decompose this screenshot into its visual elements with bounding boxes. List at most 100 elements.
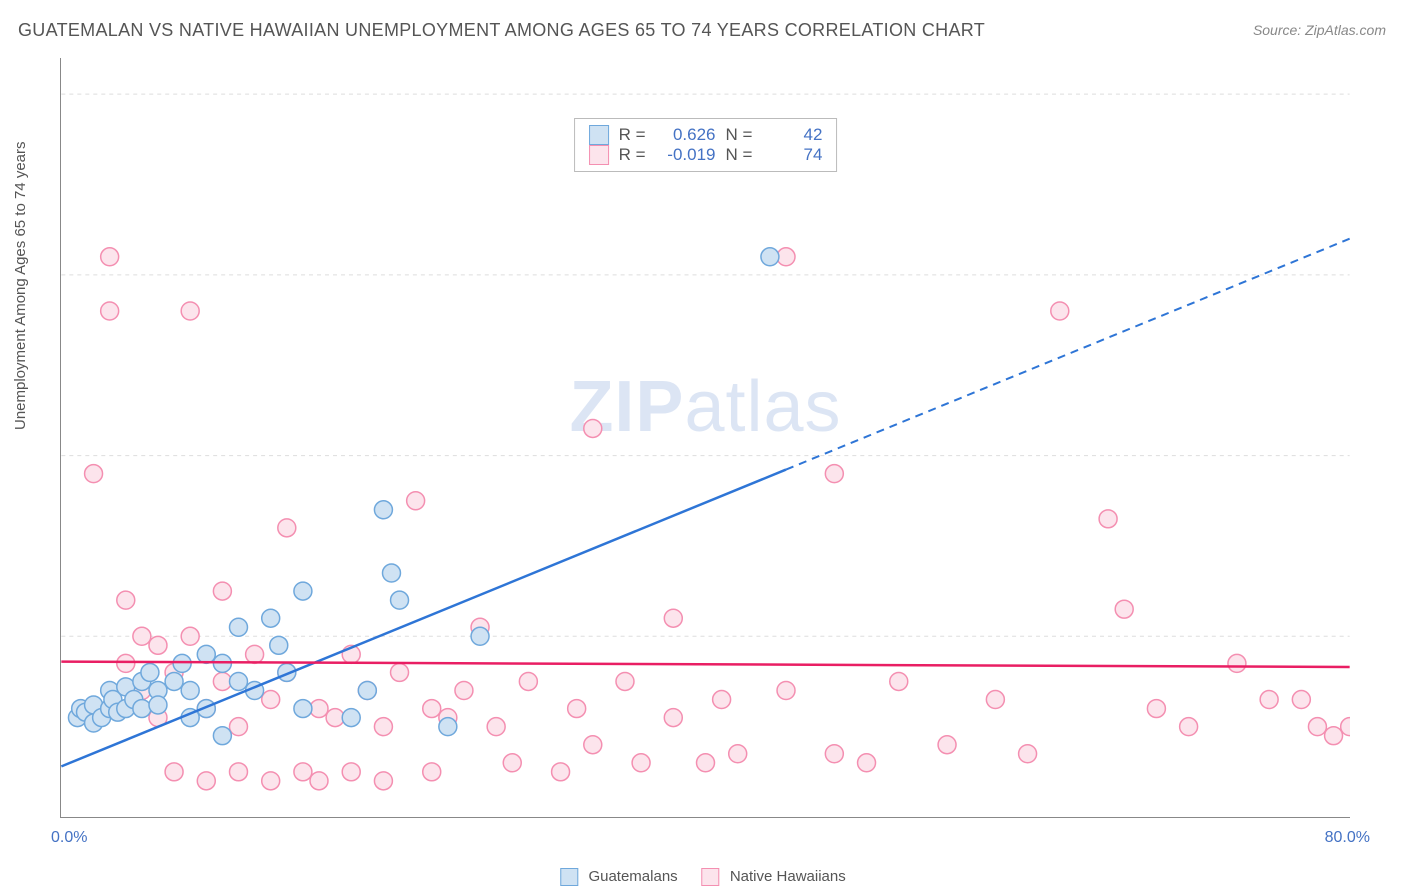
swatch-hawaiians — [702, 868, 720, 886]
data-point — [471, 627, 489, 645]
data-point — [181, 302, 199, 320]
data-point — [632, 754, 650, 772]
data-point — [1115, 600, 1133, 618]
data-point — [294, 582, 312, 600]
data-point — [503, 754, 521, 772]
n-value: 42 — [762, 125, 822, 145]
y-axis-label: Unemployment Among Ages 65 to 74 years — [12, 141, 29, 430]
data-point — [342, 709, 360, 727]
data-point — [173, 654, 191, 672]
data-point — [858, 754, 876, 772]
data-point — [181, 627, 199, 645]
data-point — [519, 672, 537, 690]
data-point — [230, 718, 248, 736]
chart-title: GUATEMALAN VS NATIVE HAWAIIAN UNEMPLOYME… — [18, 20, 985, 41]
data-point — [487, 718, 505, 736]
data-point — [825, 745, 843, 763]
r-label: R = — [619, 145, 646, 165]
data-point — [552, 763, 570, 781]
data-point — [584, 419, 602, 437]
data-point — [230, 763, 248, 781]
data-point — [407, 492, 425, 510]
data-point — [986, 691, 1004, 709]
data-point — [213, 582, 231, 600]
data-point — [85, 465, 103, 483]
data-point — [729, 745, 747, 763]
data-point — [1180, 718, 1198, 736]
trend-line-extrapolated — [786, 239, 1350, 470]
data-point — [664, 709, 682, 727]
chart-container: GUATEMALAN VS NATIVE HAWAIIAN UNEMPLOYME… — [0, 0, 1406, 892]
trend-line — [61, 662, 1349, 667]
data-point — [1099, 510, 1117, 528]
data-point — [262, 772, 280, 790]
data-point — [278, 519, 296, 537]
data-point — [697, 754, 715, 772]
data-point — [455, 682, 473, 700]
data-point — [1292, 691, 1310, 709]
r-value: -0.019 — [656, 145, 716, 165]
data-point — [117, 591, 135, 609]
data-point — [423, 763, 441, 781]
data-point — [1051, 302, 1069, 320]
data-point — [141, 663, 159, 681]
data-point — [1147, 700, 1165, 718]
bottom-legend: Guatemalans Native Hawaiians — [560, 868, 845, 886]
data-point — [133, 627, 151, 645]
r-label: R = — [619, 125, 646, 145]
swatch-guatemalans — [560, 868, 578, 886]
n-value: 74 — [762, 145, 822, 165]
n-label: N = — [726, 125, 753, 145]
data-point — [310, 772, 328, 790]
data-point — [101, 248, 119, 266]
data-point — [777, 248, 795, 266]
source-label: Source: ZipAtlas.com — [1253, 22, 1386, 38]
data-point — [664, 609, 682, 627]
data-point — [270, 636, 288, 654]
r-value: 0.626 — [656, 125, 716, 145]
data-point — [616, 672, 634, 690]
data-point — [181, 682, 199, 700]
data-point — [1308, 718, 1326, 736]
data-point — [294, 700, 312, 718]
data-point — [165, 672, 183, 690]
corr-row: R = 0.626 N = 42 — [589, 125, 823, 145]
x-tick-min: 0.0% — [51, 829, 87, 847]
data-point — [1325, 727, 1343, 745]
data-point — [568, 700, 586, 718]
data-point — [310, 700, 328, 718]
correlation-box: R = 0.626 N = 42 R = -0.019 N = 74 — [574, 118, 838, 172]
legend-item: Native Hawaiians — [702, 868, 846, 886]
data-point — [342, 763, 360, 781]
data-point — [197, 645, 215, 663]
data-point — [262, 691, 280, 709]
data-point — [374, 718, 392, 736]
data-point — [439, 718, 457, 736]
data-point — [230, 618, 248, 636]
data-point — [374, 772, 392, 790]
data-point — [165, 763, 183, 781]
data-point — [423, 700, 441, 718]
data-point — [761, 248, 779, 266]
data-point — [938, 736, 956, 754]
data-point — [133, 700, 151, 718]
plot-area: ZIPatlas R = 0.626 N = 42 R = -0.019 N =… — [60, 58, 1350, 818]
data-point — [382, 564, 400, 582]
legend-label: Guatemalans — [588, 868, 677, 885]
n-label: N = — [726, 145, 753, 165]
data-point — [1019, 745, 1037, 763]
data-point — [358, 682, 376, 700]
data-point — [246, 645, 264, 663]
data-point — [149, 636, 167, 654]
data-point — [890, 672, 908, 690]
data-point — [213, 727, 231, 745]
x-tick-max: 80.0% — [1325, 829, 1370, 847]
data-point — [374, 501, 392, 519]
data-point — [262, 609, 280, 627]
data-point — [230, 672, 248, 690]
data-point — [391, 663, 409, 681]
data-point — [1228, 654, 1246, 672]
data-point — [117, 654, 135, 672]
data-point — [149, 696, 167, 714]
legend-label: Native Hawaiians — [730, 868, 846, 885]
